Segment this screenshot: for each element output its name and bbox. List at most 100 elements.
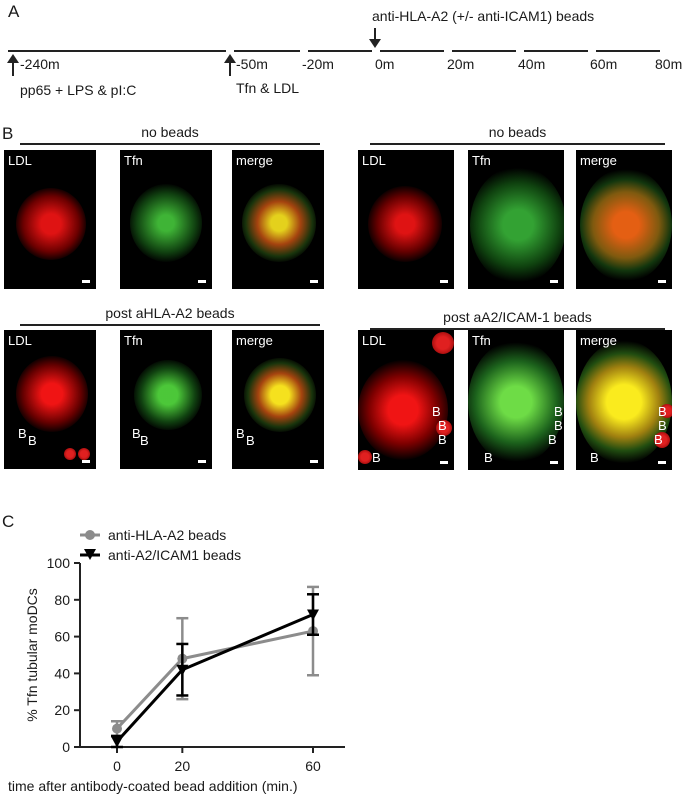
legend-label: anti-HLA-A2 beads — [108, 527, 226, 543]
y-tick-label: 60 — [54, 629, 70, 645]
time-label: 80m — [655, 56, 683, 72]
time-label: 40m — [518, 56, 546, 72]
series-line-1 — [115, 613, 314, 743]
legend: anti-HLA-A2 beads anti-A2/ICAM1 beads — [80, 527, 241, 563]
micrograph-tfn: Tfn B B — [120, 330, 212, 469]
bead-marker: B — [548, 432, 557, 447]
arrow-up-icon — [7, 54, 19, 76]
x-tick-label: 0 — [113, 758, 121, 774]
channel-label: Tfn — [472, 333, 491, 348]
time-label: 20m — [447, 56, 475, 72]
channel-label: Tfn — [472, 153, 491, 168]
micrograph-merge: merge — [232, 150, 324, 289]
scale-bar — [550, 461, 558, 464]
bead-marker: B — [658, 404, 667, 419]
x-axis-label: time after antibody-coated bead addition… — [8, 778, 298, 794]
group-rule — [20, 143, 320, 145]
data-point — [111, 736, 123, 748]
y-tick-label: 0 — [62, 739, 70, 755]
timeline-segment — [8, 50, 226, 52]
line-chart: anti-HLA-A2 beads anti-A2/ICAM1 beads 0 2… — [8, 527, 345, 794]
y-tick-label: 80 — [54, 592, 70, 608]
channel-label: LDL — [8, 333, 32, 348]
scale-bar — [310, 460, 318, 463]
panel-c-letter: C — [2, 512, 15, 531]
scale-bar — [658, 280, 666, 283]
micrograph-tfn: Tfn B B B B — [468, 330, 564, 470]
arrow-down-icon — [369, 28, 381, 48]
bead-marker: B — [654, 432, 663, 447]
bead-marker: B — [18, 426, 27, 441]
scale-bar — [82, 280, 90, 283]
bead-marker: B — [438, 418, 447, 433]
panel-a-letter: A — [8, 2, 20, 21]
micrograph-merge: merge — [576, 150, 672, 289]
timeline-segment — [380, 50, 444, 52]
timeline-segment — [524, 50, 588, 52]
scale-bar — [440, 461, 448, 464]
group-title: post aHLA-A2 beads — [105, 305, 235, 321]
micrograph-ldl: LDL B B — [4, 330, 96, 469]
time-label: 60m — [590, 56, 618, 72]
bead-marker: B — [246, 433, 255, 448]
timeline-segment — [234, 50, 300, 52]
x-tick-label: 20 — [175, 758, 191, 774]
micrograph-merge: merge B B B B — [576, 330, 672, 470]
panel-b-letter: B — [2, 124, 14, 143]
micrograph-tfn: Tfn — [120, 150, 212, 289]
treatment-label: pp65 + LPS & pI:C — [20, 82, 137, 98]
legend-label: anti-A2/ICAM1 beads — [108, 547, 241, 563]
arrow-up-icon — [224, 54, 236, 76]
treatment-label: Tfn & LDL — [236, 80, 300, 96]
channel-label: merge — [236, 153, 273, 168]
x-ticks: 0 20 60 — [113, 747, 321, 774]
micrograph-ldl: LDL B B B B — [358, 330, 454, 470]
channel-label: LDL — [362, 333, 386, 348]
timeline-segment — [452, 50, 516, 52]
micrograph-ldl: LDL — [4, 150, 96, 289]
bead-marker: B — [432, 404, 441, 419]
bead-marker: B — [484, 450, 493, 465]
bead-marker: B — [554, 404, 563, 419]
channel-label: LDL — [8, 153, 32, 168]
group-rule — [20, 324, 320, 326]
micrograph-tfn: Tfn — [468, 150, 564, 289]
micrograph-merge: merge B B — [232, 330, 324, 469]
channel-label: LDL — [362, 153, 386, 168]
group-rule — [370, 328, 665, 330]
bead-marker: B — [140, 433, 149, 448]
bead-marker: B — [132, 426, 141, 441]
time-label: 0m — [375, 56, 395, 72]
micrograph-ldl: LDL — [358, 150, 454, 289]
time-label: -20m — [302, 56, 334, 72]
scale-bar — [82, 460, 90, 463]
bead-marker: B — [590, 450, 599, 465]
scale-bar — [198, 460, 206, 463]
timeline-segment — [596, 50, 660, 52]
beads-note: anti-HLA-A2 (+/- anti-ICAM1) beads — [372, 8, 595, 24]
scale-bar — [310, 280, 318, 283]
y-tick-label: 20 — [54, 702, 70, 718]
timeline-segment — [308, 50, 372, 52]
scale-bar — [550, 280, 558, 283]
channel-label: merge — [580, 333, 617, 348]
bead-marker: B — [28, 433, 37, 448]
time-label: -240m — [20, 56, 60, 72]
channel-label: Tfn — [124, 153, 143, 168]
group-rule — [370, 143, 665, 145]
channel-label: merge — [236, 333, 273, 348]
data-point — [112, 723, 122, 734]
channel-label: Tfn — [124, 333, 143, 348]
scale-bar — [440, 280, 448, 283]
y-tick-label: 100 — [47, 555, 71, 571]
scale-bar — [198, 280, 206, 283]
series-line-0 — [115, 629, 314, 730]
time-label: -50m — [236, 56, 268, 72]
group-title: no beads — [141, 124, 199, 140]
bead-marker: B — [236, 426, 245, 441]
group-title: post aA2/ICAM-1 beads — [443, 309, 592, 325]
legend-marker-circle — [85, 530, 95, 540]
bead-marker: B — [438, 432, 447, 447]
data-point — [307, 609, 319, 621]
x-tick-label: 60 — [305, 758, 321, 774]
